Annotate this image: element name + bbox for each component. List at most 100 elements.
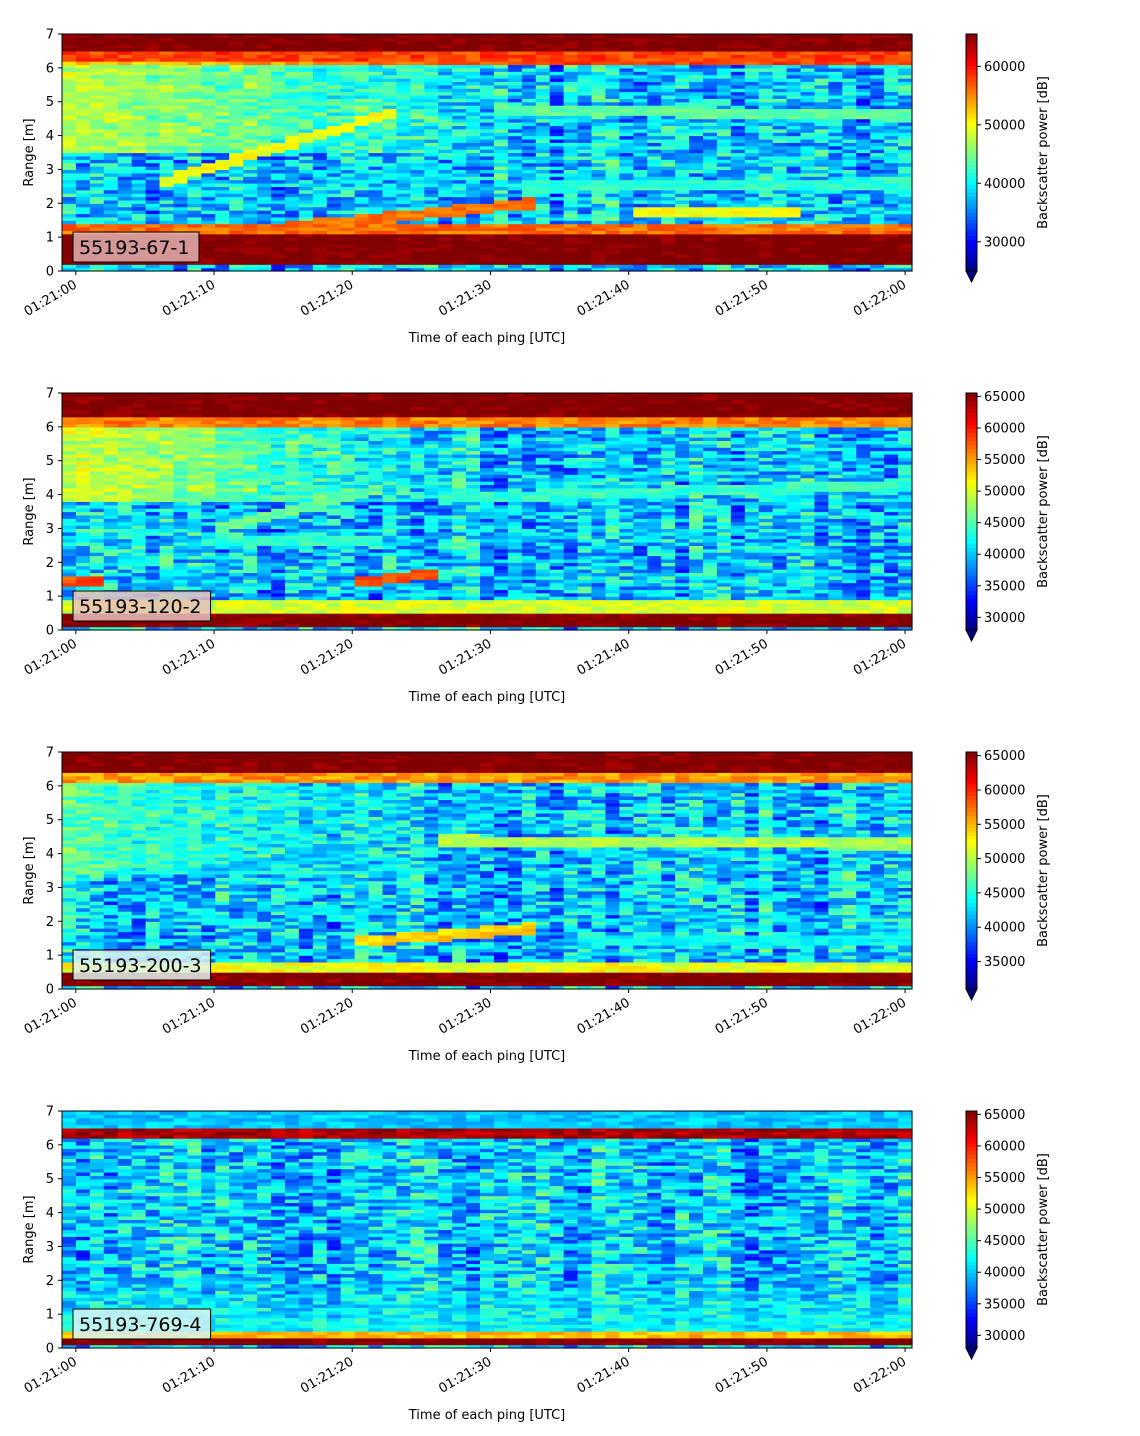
heatmap-cell (884, 34, 899, 38)
colorbar-segment (966, 192, 977, 197)
heatmap-cell (90, 393, 105, 397)
heatmap-cell (76, 34, 91, 38)
heatmap-cell (814, 34, 829, 38)
x-tick-label: 01:21:20 (298, 277, 356, 319)
heatmap-cell (396, 34, 411, 38)
colorbar-segment (966, 216, 977, 221)
colorbar-segment (966, 133, 977, 138)
heatmap-cell (717, 34, 732, 38)
colorbar-segment (966, 129, 977, 134)
colorbar-segment (966, 42, 977, 47)
colorbar-tick-label: 30000 (984, 235, 1025, 250)
panel-2: 0123456701:21:00 01:21:10 01:21:20 01:21:30… (22, 387, 1051, 706)
heatmap-cell (550, 34, 565, 38)
heatmap-cell (160, 34, 175, 38)
heatmap-cell (480, 34, 495, 38)
heatmap-cell (118, 393, 133, 397)
colorbar-segment (966, 50, 977, 55)
heatmap-cell (146, 393, 161, 397)
heatmap-cell (146, 34, 161, 38)
colorbar-segment (966, 168, 977, 173)
heatmap-cell (508, 34, 523, 38)
heatmap-cell (132, 34, 147, 38)
colorbar-segment (966, 176, 977, 181)
heatmap-cell (578, 34, 593, 38)
heatmap-cell (187, 34, 202, 38)
y-tick-label: 6 (46, 61, 54, 76)
colorbar-segment (966, 137, 977, 142)
heatmap-cell (898, 34, 913, 38)
colorbar-segment (966, 247, 977, 252)
panel-label: 55193-67-1 (79, 237, 189, 259)
colorbar-segment (966, 235, 977, 240)
heatmap-cell (382, 34, 397, 38)
heatmap-cell (201, 34, 216, 38)
heatmap-cell (466, 34, 481, 38)
colorbar-segment (966, 117, 977, 122)
x-tick-label: 01:21:10 (160, 277, 218, 319)
colorbar-segment (966, 74, 977, 79)
colorbar-segment (966, 38, 977, 43)
colorbar-segment (966, 255, 977, 260)
colorbar-segment (966, 113, 977, 118)
heatmap-cell (313, 34, 328, 38)
heatmap-cell (62, 34, 77, 38)
heatmap-cell (745, 34, 760, 38)
heatmap-cell (410, 34, 425, 38)
heatmap-cell (160, 393, 175, 397)
heatmap-cell (619, 34, 634, 38)
heatmap-cell (675, 34, 690, 38)
colorbar-segment (966, 251, 977, 256)
colorbar-segment (966, 125, 977, 130)
colorbar-segment (966, 220, 977, 225)
colorbar-segment (966, 243, 977, 248)
colorbar-segment (966, 85, 977, 90)
y-tick-label: 5 (46, 95, 54, 110)
heatmap-cell (104, 34, 119, 38)
heatmap-cell (592, 34, 607, 38)
y-tick-label: 0 (46, 265, 54, 280)
heatmap-cell (787, 34, 802, 38)
colorbar-segment (966, 121, 977, 126)
colorbar-segment (966, 164, 977, 169)
heatmap-cell (605, 34, 620, 38)
colorbar-segment (966, 196, 977, 201)
colorbar-tick-label: 40000 (984, 177, 1025, 192)
colorbar-label: Backscatter power [dB] (1036, 76, 1051, 229)
colorbar-segment (966, 172, 977, 177)
heatmap-cell (438, 34, 453, 38)
heatmap-cell (257, 34, 272, 38)
heatmap-cell (661, 34, 676, 38)
y-tick-label: 2 (46, 197, 54, 212)
heatmap-cell (285, 34, 300, 38)
heatmap-cell (647, 34, 662, 38)
colorbar-segment (966, 62, 977, 67)
heatmap-cell (355, 34, 370, 38)
y-tick-label: 7 (46, 28, 54, 43)
colorbar-segment (966, 212, 977, 217)
colorbar-segment (966, 93, 977, 98)
heatmap-cell (341, 34, 356, 38)
colorbar-segment (966, 156, 977, 161)
colorbar-segment (966, 54, 977, 59)
y-tick-label: 4 (46, 129, 54, 144)
heatmap-cell (828, 34, 843, 38)
heatmap-cell (369, 34, 384, 38)
colorbar-segment (966, 184, 977, 189)
x-tick-label: 01:21:40 (575, 277, 633, 319)
heatmap-cell (703, 34, 718, 38)
heatmap-cell (759, 34, 774, 38)
y-tick-label: 1 (46, 231, 54, 246)
y-tick-label: 3 (46, 163, 54, 178)
colorbar-segment (966, 200, 977, 205)
colorbar-segment (966, 153, 977, 158)
colorbar-segment (966, 46, 977, 51)
colorbar-segment (966, 232, 977, 237)
colorbar-segment (966, 70, 977, 75)
x-axis-label: Time of each ping [UTC] (408, 331, 566, 346)
colorbar-segment (966, 145, 977, 150)
colorbar: 30000400005000060000Backscatter power [d… (966, 34, 1051, 282)
x-tick-label: 01:21:00 (22, 277, 80, 319)
